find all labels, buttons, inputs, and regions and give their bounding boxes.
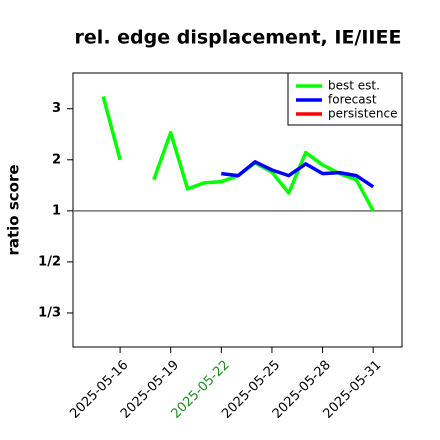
y-tick-label: 1 xyxy=(52,203,61,218)
series-line xyxy=(101,96,122,161)
y-tick-label: 1/2 xyxy=(38,254,61,269)
y-tick-label: 1/3 xyxy=(38,305,61,320)
chart-title: rel. edge displacement, IE/IIEE xyxy=(75,27,402,49)
series-line xyxy=(221,160,375,189)
legend-label: forecast xyxy=(328,93,377,107)
y-tick-label: 3 xyxy=(52,101,61,116)
y-axis-label: ratio score xyxy=(5,164,23,255)
legend-label: best est. xyxy=(328,79,380,93)
legend-label: persistence xyxy=(328,107,397,121)
y-tick-label: 2 xyxy=(52,152,61,167)
plot-frame xyxy=(72,72,403,348)
